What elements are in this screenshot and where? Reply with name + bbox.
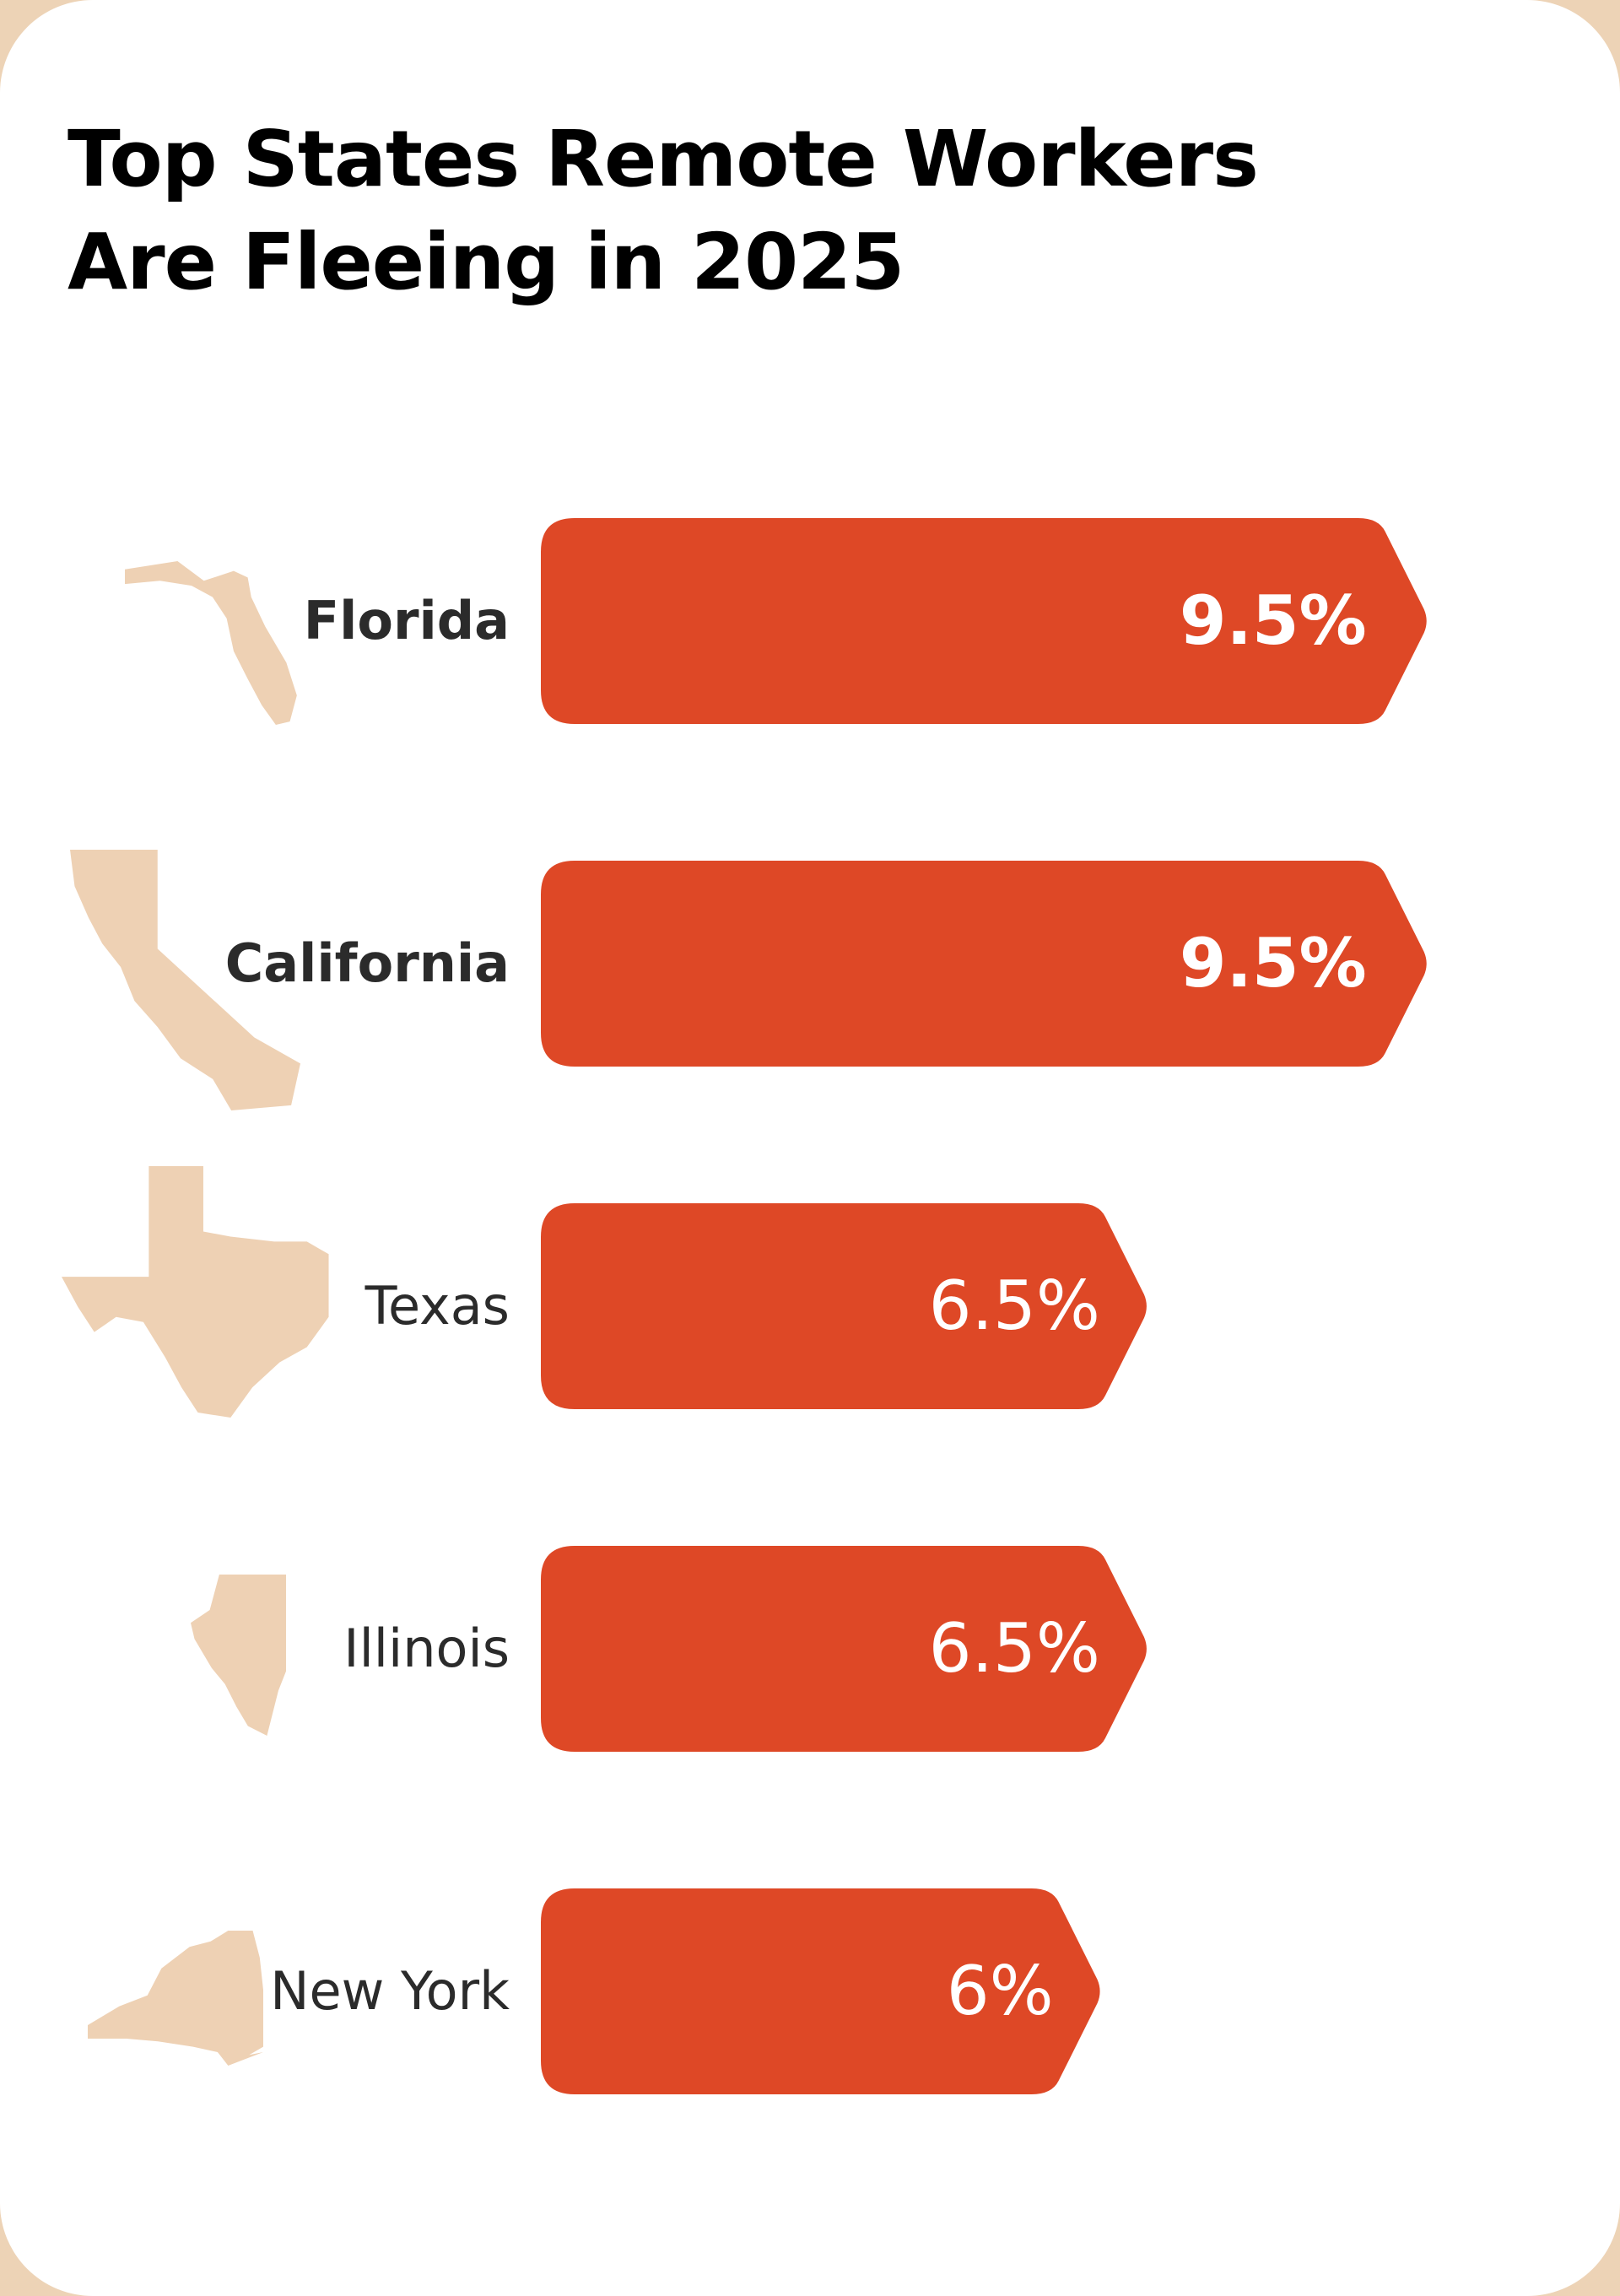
bar-row-florida: Florida 9.5% [0, 518, 1620, 725]
data-label: 6.5% [928, 1609, 1100, 1688]
category-label: Texas [364, 1275, 510, 1337]
new-york-state-icon [88, 1931, 263, 2066]
bar-row-illinois: Illinois 6.5% [0, 1546, 1620, 1752]
chart-title: Top States Remote Workers Are Fleeing in… [68, 108, 1502, 314]
florida-state-icon [125, 561, 297, 725]
bar-shape [541, 1203, 1147, 1409]
bar-row-new-york: New York 6% [0, 1888, 1620, 2094]
data-label: 6.5% [928, 1267, 1100, 1345]
data-label: 6% [946, 1952, 1054, 2030]
bar [541, 1546, 1147, 1752]
california-state-icon [70, 850, 300, 1110]
data-label: 9.5% [1179, 924, 1367, 1002]
chart-title-line-2: Are Fleeing in 2025 [68, 217, 904, 307]
bar [541, 1203, 1147, 1409]
category-label: Florida [303, 590, 510, 651]
category-label: New York [270, 1960, 510, 2022]
bar [541, 518, 1427, 724]
illinois-state-icon [191, 1575, 286, 1736]
bar [541, 861, 1427, 1067]
category-label: California [224, 932, 510, 994]
texas-state-icon [62, 1166, 329, 1418]
bar-shape [541, 1888, 1100, 2094]
bar-shape [541, 518, 1427, 724]
bar [541, 1888, 1100, 2094]
bar-row-texas: Texas 6.5% [0, 1166, 1620, 1418]
chart-title-line-1: Top States Remote Workers [68, 114, 1259, 204]
bar-shape [541, 1546, 1147, 1752]
category-label: Illinois [343, 1618, 510, 1679]
data-label: 9.5% [1179, 581, 1367, 660]
bar-shape [541, 861, 1427, 1067]
bar-row-california: California 9.5% [0, 850, 1620, 1110]
